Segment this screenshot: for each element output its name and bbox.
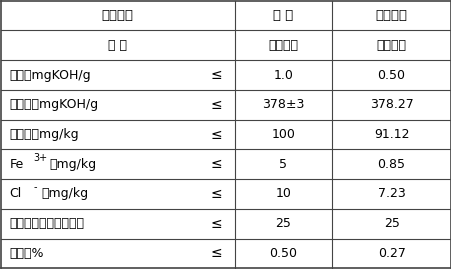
Text: 378.27: 378.27 <box>369 98 413 111</box>
Text: 0.50: 0.50 <box>377 69 405 82</box>
Text: -: - <box>33 182 37 192</box>
Text: 0.50: 0.50 <box>269 247 297 260</box>
Text: ≤: ≤ <box>210 98 221 112</box>
Text: 分析结果: 分析结果 <box>375 9 407 22</box>
Text: 外 观: 外 观 <box>108 39 127 52</box>
Text: 硫酸根，mg/kg: 硫酸根，mg/kg <box>9 128 79 141</box>
Text: 皂化值，mgKOH/g: 皂化值，mgKOH/g <box>9 98 99 111</box>
Text: Cl: Cl <box>9 187 22 200</box>
Text: 5: 5 <box>279 158 287 171</box>
Text: ≤: ≤ <box>210 246 221 260</box>
Text: 3+: 3+ <box>33 153 47 163</box>
Text: 378±3: 378±3 <box>262 98 304 111</box>
Text: ≤: ≤ <box>210 128 221 141</box>
Text: ≤: ≤ <box>210 187 221 201</box>
Text: 白色粉末: 白色粉末 <box>376 39 406 52</box>
Text: 10: 10 <box>275 187 291 200</box>
Text: ≤: ≤ <box>210 157 221 171</box>
Text: 25: 25 <box>383 217 399 230</box>
Text: Fe: Fe <box>9 158 24 171</box>
Text: 7.23: 7.23 <box>377 187 405 200</box>
Text: 色度（铂钴比色），号: 色度（铂钴比色），号 <box>9 217 84 230</box>
Text: 100: 100 <box>271 128 295 141</box>
Text: 0.85: 0.85 <box>377 158 405 171</box>
Text: 0.27: 0.27 <box>377 247 405 260</box>
Text: 检验项目: 检验项目 <box>101 9 133 22</box>
Text: 水份，%: 水份，% <box>9 247 44 260</box>
Text: 1.0: 1.0 <box>273 69 293 82</box>
Text: 白色粉末: 白色粉末 <box>268 39 298 52</box>
Text: ，mg/kg: ，mg/kg <box>49 158 96 171</box>
Text: 标 准: 标 准 <box>273 9 293 22</box>
Text: 91.12: 91.12 <box>373 128 409 141</box>
Text: ，mg/kg: ，mg/kg <box>41 187 88 200</box>
Text: 25: 25 <box>275 217 291 230</box>
Text: ≤: ≤ <box>210 217 221 231</box>
Text: 酸值，mgKOH/g: 酸值，mgKOH/g <box>9 69 91 82</box>
Text: ≤: ≤ <box>210 68 221 82</box>
